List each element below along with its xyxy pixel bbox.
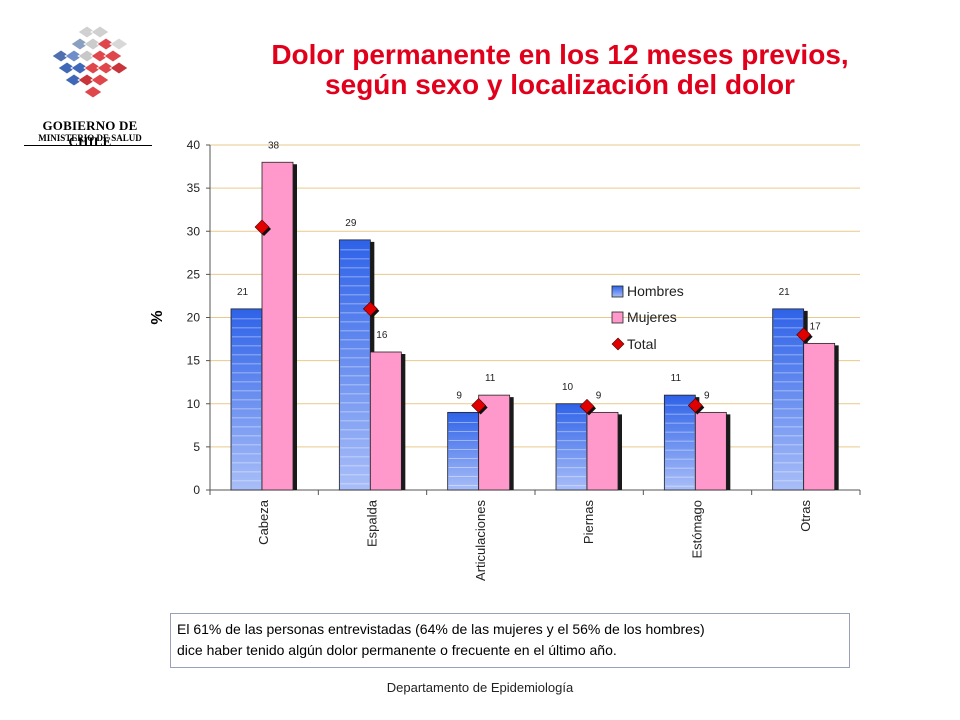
gobierno-de-chile-logo [51, 25, 129, 99]
total-marker-0 [254, 219, 270, 235]
logo-tile-6 [51, 49, 71, 63]
y-tick-label-25: 25 [187, 267, 201, 281]
data-label-hombres-1: 29 [345, 218, 357, 229]
legend: Hombres Mujeres Total [611, 283, 684, 352]
legend-swatch-hombres [611, 285, 624, 298]
total-marker-3 [579, 398, 595, 414]
bar-hombres-5 [772, 308, 805, 491]
total-marker-2 [471, 398, 487, 413]
category-label-5: Otras [798, 500, 813, 532]
bar-texture-0 [232, 318, 261, 482]
logo-tile-3 [83, 37, 103, 51]
data-label-hombres-2: 9 [456, 390, 462, 401]
logo-tile-17 [77, 73, 97, 87]
legend-swatch-mujeres [611, 311, 624, 324]
y-tick-label-35: 35 [187, 181, 201, 195]
logo-tile-4 [96, 37, 116, 51]
bar-mujeres-1 [369, 351, 402, 491]
legend-label-total: Total [627, 336, 657, 352]
data-label-hombres-4: 11 [671, 373, 682, 384]
category-label-0: Cabeza [256, 499, 271, 545]
logo-tile-5 [109, 37, 129, 51]
y-tick-label-0: 0 [193, 483, 200, 497]
legend-swatch-total [611, 337, 625, 351]
bar-texture-4 [665, 404, 695, 487]
logo-underline [24, 145, 152, 146]
bar-hombres-1 [338, 239, 371, 491]
logo-tile-8 [77, 49, 97, 63]
category-label-3: Piernas [581, 500, 596, 545]
logo-tile-13 [83, 61, 103, 75]
bar-mujeres-5 [803, 342, 836, 491]
legend-label-mujeres: Mujeres [627, 309, 677, 325]
data-label-hombres-0: 21 [237, 287, 249, 298]
logo-tile-16 [64, 73, 84, 87]
data-label-mujeres-4: 9 [704, 390, 710, 401]
y-tick-label-20: 20 [187, 311, 201, 325]
logo-tile-1 [90, 25, 110, 39]
bar-texture-5 [773, 318, 803, 482]
data-label-mujeres-3: 9 [596, 390, 602, 401]
y-tick-label-5: 5 [193, 440, 200, 454]
data-label-hombres-3: 10 [562, 382, 574, 393]
logo-tile-7 [64, 49, 84, 63]
y-tick-label-10: 10 [187, 397, 201, 411]
footer-department: Departamento de Epidemiología [386, 680, 574, 695]
bar-chart: 0 5 10 15 20 25 30 35 40% 21 38 Cabeza 29 16 Espalda 9 1… [149, 138, 861, 581]
logo-tile-14 [96, 61, 116, 75]
data-label-mujeres-5: 17 [810, 321, 822, 332]
bar-mujeres-0 [261, 161, 294, 491]
logo-tile-0 [77, 25, 97, 39]
total-marker-5 [796, 327, 812, 343]
legend-label-hombres: Hombres [627, 283, 684, 299]
chart-title-line2: según sexo y localización del dolor [325, 69, 795, 100]
summary-note: El 61% de las personas entrevistadas (64… [170, 613, 850, 668]
data-label-mujeres-1: 16 [376, 330, 388, 341]
data-label-mujeres-0: 38 [268, 140, 280, 151]
chart-title-line1: Dolor permanente en los 12 meses previos… [271, 39, 849, 70]
logo-ministry-name: MINISTERIO DE SALUD [38, 133, 142, 143]
logo-tile-18 [90, 73, 110, 87]
logo-tile-19 [83, 85, 103, 99]
y-tick-label-30: 30 [187, 224, 201, 238]
bar-hombres-4 [663, 394, 696, 491]
data-label-hombres-5: 21 [779, 287, 791, 298]
total-marker-1 [362, 301, 378, 317]
bar-texture-3 [557, 413, 586, 487]
y-tick-label-15: 15 [187, 354, 201, 368]
category-label-4: Estómago [690, 500, 705, 559]
category-label-2: Articulaciones [473, 500, 488, 581]
data-label-mujeres-2: 11 [485, 373, 496, 384]
bar-hombres-0 [230, 308, 263, 491]
bar-texture-1 [340, 249, 370, 485]
y-axis-label: % [149, 310, 166, 324]
category-label-1: Espalda [365, 499, 380, 547]
logo-tile-15 [109, 61, 129, 75]
total-marker-4 [687, 398, 703, 413]
bar-hombres-2 [447, 411, 480, 491]
logo-tile-10 [103, 49, 123, 63]
summary-note-line1: El 61% de las personas entrevistadas (64… [177, 621, 705, 637]
bar-mujeres-3 [586, 411, 619, 491]
y-tick-label-40: 40 [187, 138, 201, 152]
bar-mujeres-4 [694, 411, 727, 491]
logo-tile-12 [70, 61, 90, 75]
logo-tile-2 [70, 37, 90, 51]
chart-title: Dolor permanente en los 12 meses previos… [180, 40, 940, 100]
bar-texture-2 [448, 421, 478, 486]
logo-tile-9 [90, 49, 110, 63]
logo-tile-11 [57, 61, 77, 75]
summary-note-line2: dice haber tenido algún dolor permanente… [177, 642, 617, 658]
